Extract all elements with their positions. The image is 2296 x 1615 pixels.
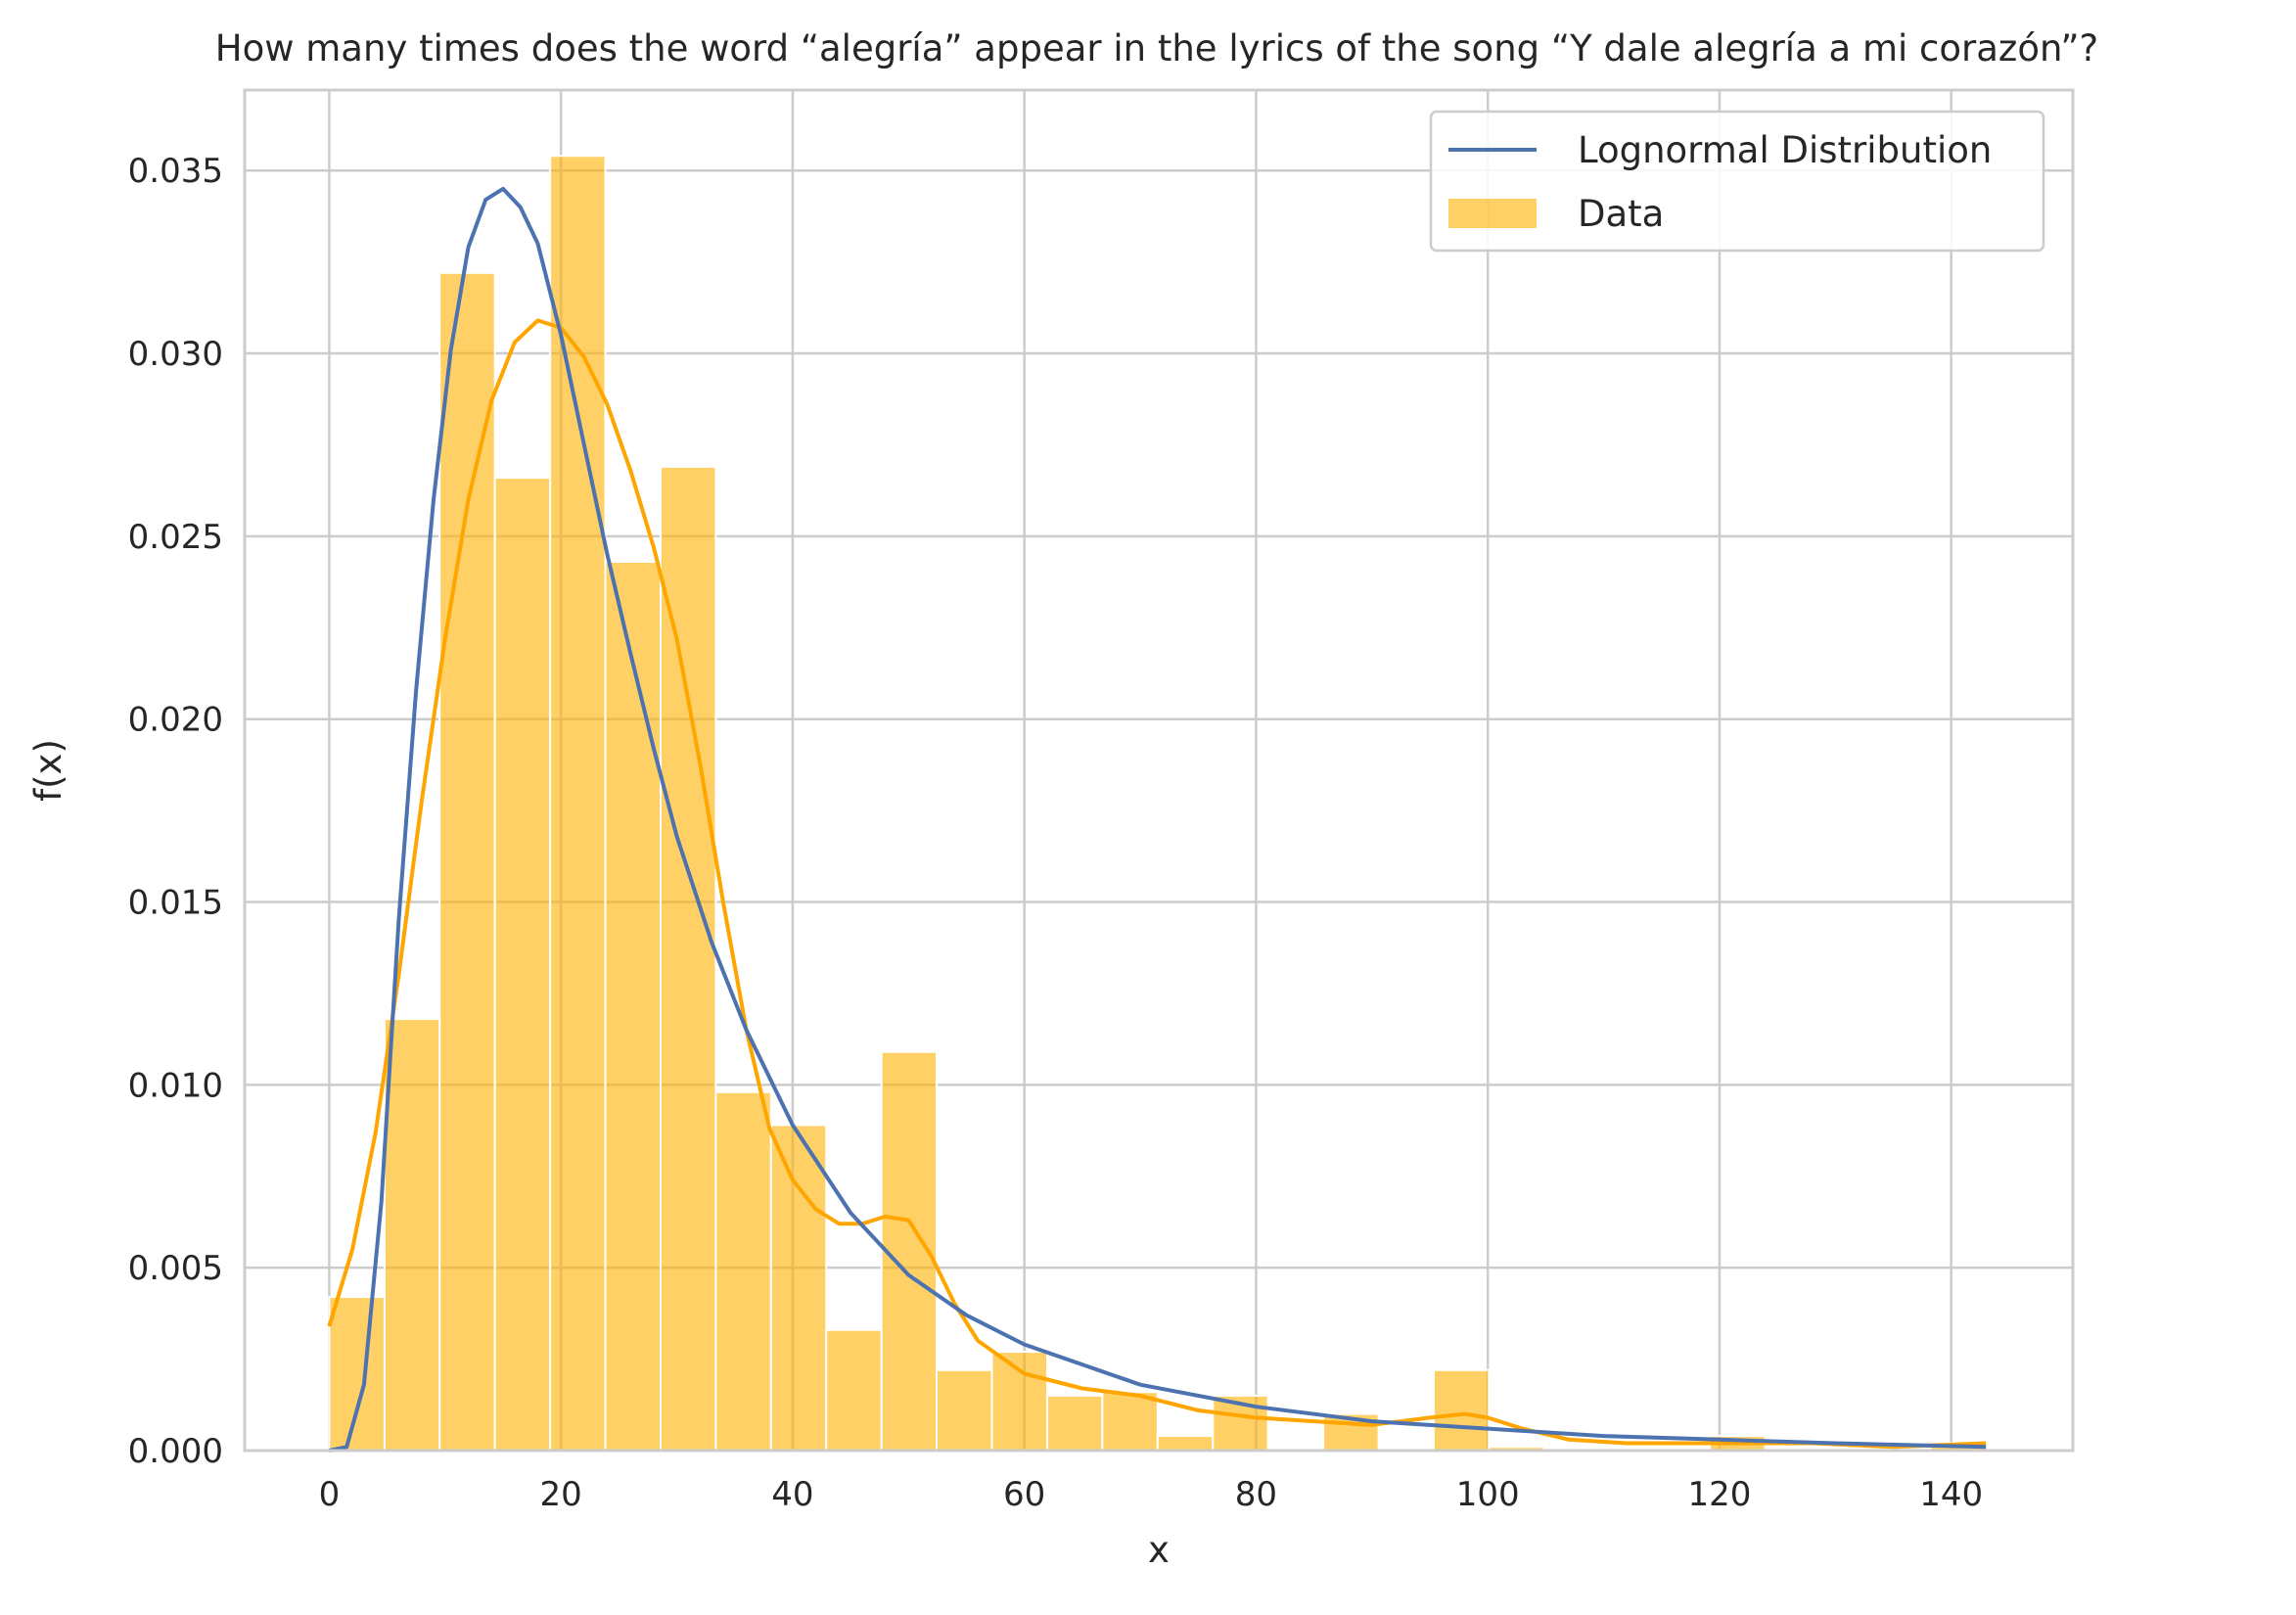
histogram-bars [328,155,1988,1453]
histogram-bar [328,1296,386,1453]
x-tick-label: 40 [771,1475,813,1514]
legend-label: Data [1578,193,1664,235]
histogram-bar [1101,1391,1159,1453]
histogram-bar [936,1368,993,1452]
y-tick-label: 0.010 [128,1066,223,1105]
histogram-bar [1156,1435,1215,1452]
x-tick-label: 20 [540,1475,582,1514]
y-axis-label: f(x) [27,739,69,802]
y-tick-label: 0.005 [128,1249,223,1288]
y-tick-label: 0.000 [128,1432,223,1471]
legend-swatch-data [1448,199,1537,228]
lognormal-curve [328,186,1987,1453]
x-tick-label: 140 [1919,1475,1983,1514]
legend: Lognormal Distribution Data [1429,110,2045,253]
histogram-bar [714,1090,772,1453]
x-tick-label: 60 [1003,1475,1045,1514]
curves [327,186,1987,1453]
histogram-bar [493,477,552,1452]
histogram-bar [549,155,607,1453]
chart-title: How many times does the word “alegría” a… [215,27,2098,69]
legend-box [1429,110,2045,253]
y-tick-label: 0.015 [128,884,223,923]
y-tick-label: 0.035 [128,152,223,191]
y-tick-label: 0.025 [128,518,223,557]
plot-frame [243,88,2075,1453]
y-tick-label: 0.020 [128,701,223,740]
legend-label: Lognormal Distribution [1578,129,1992,171]
histogram-bar [604,561,662,1452]
x-tick-label: 120 [1687,1475,1751,1514]
x-tick-label: 0 [319,1475,341,1514]
histogram-bar [1432,1368,1491,1452]
x-tick-labels: 0 20 40 60 80 100 120 140 [319,1475,1984,1514]
histogram-bar [659,465,717,1452]
kde-curve [327,318,1987,1450]
histogram-bar [990,1351,1049,1453]
histogram-bar [383,1018,441,1453]
x-tick-label: 80 [1235,1475,1277,1514]
y-tick-labels: 0.000 0.005 0.010 0.015 0.020 0.025 0.030 0.035 [128,152,223,1471]
x-axis-label: x [1148,1529,1170,1571]
histogram-bar [769,1124,828,1453]
x-tick-label: 100 [1456,1475,1520,1514]
histogram-bar [1046,1394,1104,1453]
histogram-bar [825,1328,883,1453]
histogram-bar [438,271,496,1452]
y-tick-label: 0.030 [128,335,223,374]
